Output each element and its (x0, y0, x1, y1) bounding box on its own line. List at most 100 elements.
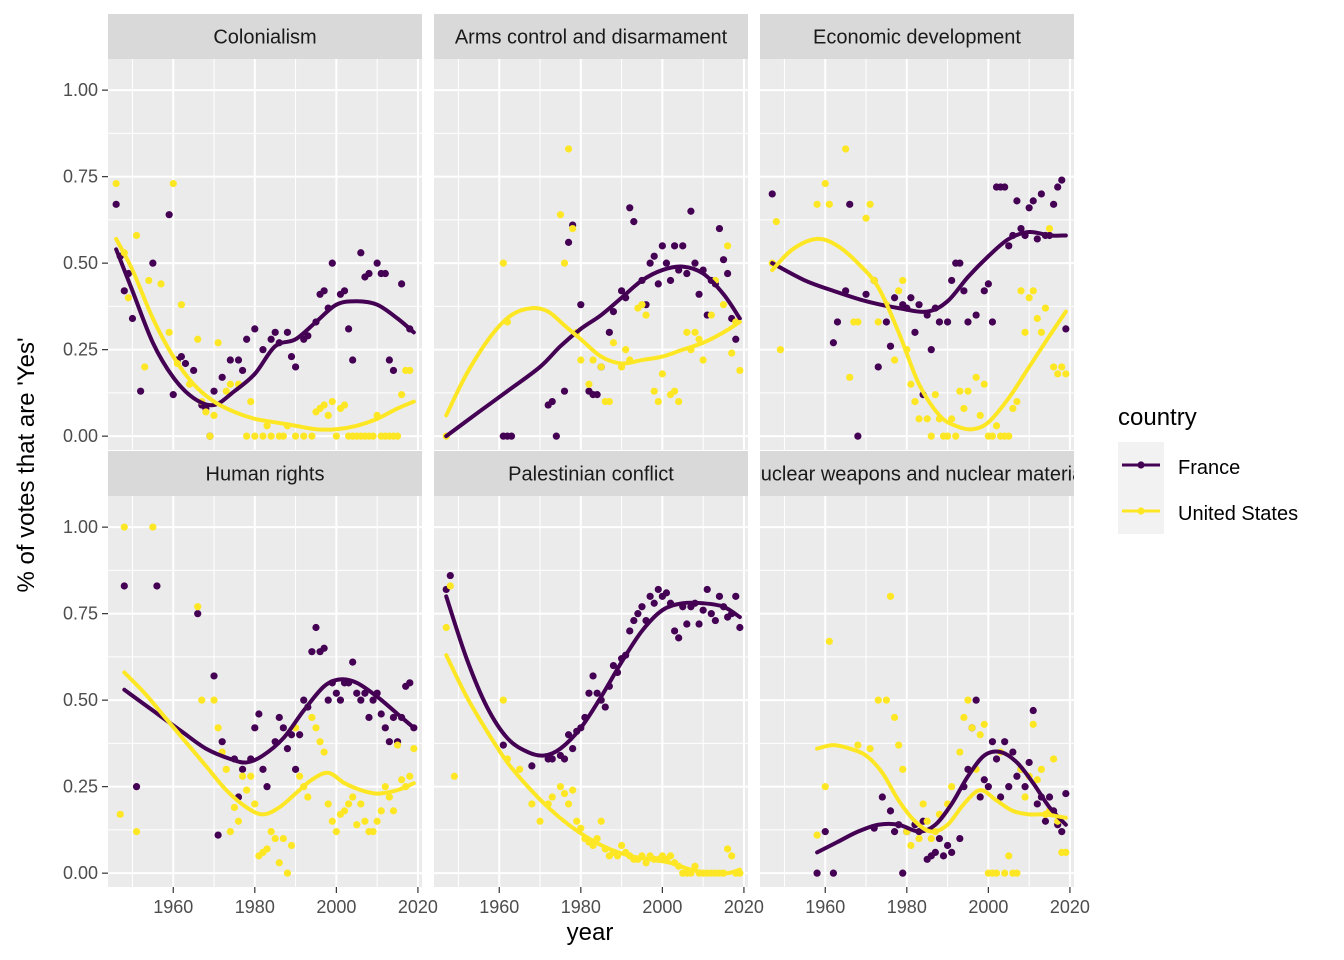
data-point-france (271, 328, 279, 336)
data-point-united-states (589, 356, 597, 364)
smooth-line-united-states (122, 670, 416, 817)
data-point-united-states (1001, 869, 1009, 877)
y-tick-label: 0.50 (63, 253, 98, 273)
y-tick-label: 0.75 (63, 604, 98, 624)
data-point-france (194, 610, 202, 618)
data-point-united-states (1033, 776, 1041, 784)
data-point-united-states (1062, 370, 1070, 378)
data-point-united-states (980, 380, 988, 388)
data-point-united-states (169, 179, 177, 188)
facet-strip (108, 451, 422, 496)
data-point-france (964, 318, 972, 326)
data-point-france (626, 627, 634, 635)
data-point-united-states (560, 789, 569, 798)
panel-colonialism: Colonialism 0.00 0.25 0.50 0.75 1.00 (63, 14, 422, 450)
data-point-france (703, 585, 711, 594)
data-point-united-states (874, 318, 882, 326)
data-point-france (153, 582, 161, 590)
data-point-france (1037, 190, 1045, 198)
data-point-united-states (124, 294, 132, 302)
data-point-united-states (548, 793, 556, 801)
data-point-united-states (597, 363, 605, 371)
data-point-united-states (846, 373, 854, 381)
data-point-united-states (1058, 363, 1066, 371)
data-point-france (1029, 706, 1037, 715)
data-point-united-states (1037, 328, 1045, 336)
data-point-france (972, 311, 980, 319)
data-point-united-states (271, 834, 279, 843)
data-point-france (128, 314, 137, 323)
data-point-france (650, 252, 658, 260)
data-point-united-states (1050, 755, 1058, 763)
data-point-france (658, 242, 666, 250)
data-point-france (943, 318, 952, 326)
data-point-france (190, 366, 198, 375)
data-point-france (377, 710, 385, 718)
data-point-united-states (361, 817, 369, 825)
data-point-united-states (275, 859, 283, 867)
data-point-france (654, 280, 662, 288)
y-tick-label: 1.00 (63, 80, 98, 100)
data-point-france (948, 276, 956, 285)
data-point-france (373, 259, 381, 267)
y-tick-label: 0.25 (63, 777, 98, 797)
data-point-united-states (948, 415, 956, 423)
data-point-united-states (907, 380, 915, 388)
data-point-france (226, 356, 234, 364)
facet-strip (760, 14, 1074, 59)
data-point-united-states (890, 356, 899, 364)
data-point-france (381, 269, 389, 278)
data-point-united-states (821, 179, 829, 188)
data-point-france (996, 793, 1005, 801)
data-point-united-states (956, 387, 964, 395)
data-point-united-states (499, 259, 507, 267)
data-point-united-states (890, 713, 899, 722)
data-point-france (165, 211, 173, 219)
data-point-france (601, 703, 609, 711)
data-point-united-states (210, 696, 218, 704)
data-point-france (1013, 197, 1021, 205)
data-point-france (736, 623, 744, 632)
data-point-united-states (927, 834, 935, 843)
legend-label-france: France (1178, 457, 1240, 479)
data-point-france (646, 592, 654, 600)
data-point-united-states (247, 397, 255, 406)
facet-strip-label: Human rights (206, 464, 325, 486)
data-point-france (353, 689, 361, 697)
x-tick-label: 1980 (561, 897, 601, 917)
data-point-united-states (638, 301, 646, 309)
data-point-france (1001, 183, 1009, 191)
data-point-united-states (813, 200, 821, 208)
data-point-france (238, 366, 247, 375)
data-point-france (349, 356, 357, 364)
panel-nuclear-weapons-and-nuclear-material: Nuclear weapons and nuclear material 1960… (760, 451, 1090, 917)
panel-data (813, 592, 1070, 877)
data-point-france (406, 679, 414, 687)
data-point-united-states (141, 363, 149, 371)
y-tick-label: 0.00 (63, 863, 98, 883)
x-tick-label: 2020 (398, 897, 438, 917)
data-point-france (1050, 200, 1058, 208)
data-point-united-states (964, 387, 972, 395)
data-point-united-states (699, 356, 707, 364)
data-point-united-states (1005, 432, 1013, 440)
panel-data (442, 145, 744, 440)
data-point-united-states (149, 523, 157, 531)
data-point-united-states (776, 346, 784, 354)
data-point-france (120, 582, 128, 590)
data-point-france (666, 276, 675, 285)
data-point-united-states (206, 432, 214, 440)
data-point-united-states (357, 800, 365, 808)
data-point-united-states (1013, 869, 1021, 877)
data-point-united-states (642, 311, 650, 319)
data-point-united-states (915, 415, 923, 423)
data-point-france (911, 328, 919, 336)
data-point-france (385, 356, 393, 364)
data-point-united-states (308, 713, 316, 722)
data-point-united-states (353, 821, 361, 829)
data-point-united-states (234, 817, 243, 825)
data-point-united-states (177, 301, 186, 309)
data-point-united-states (899, 276, 907, 285)
data-point-united-states (915, 834, 923, 843)
y-tick-label: 0.00 (63, 426, 98, 446)
